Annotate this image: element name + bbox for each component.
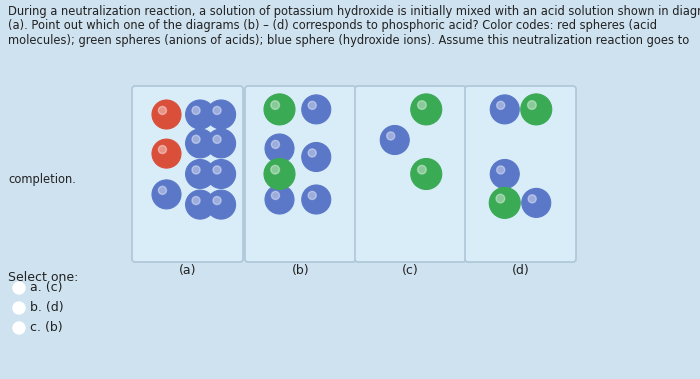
- Circle shape: [521, 94, 552, 125]
- Circle shape: [158, 186, 167, 194]
- Circle shape: [13, 282, 25, 294]
- Circle shape: [265, 185, 294, 214]
- Circle shape: [186, 129, 215, 158]
- Circle shape: [411, 94, 442, 125]
- Circle shape: [265, 134, 294, 163]
- Text: a. (c): a. (c): [30, 282, 62, 294]
- Text: (a). Point out which one of the diagrams (b) – (d) corresponds to phosphoric aci: (a). Point out which one of the diagrams…: [8, 19, 657, 33]
- Circle shape: [264, 158, 295, 190]
- Circle shape: [308, 149, 316, 157]
- Circle shape: [489, 187, 520, 218]
- Circle shape: [272, 191, 279, 199]
- Circle shape: [13, 322, 25, 334]
- Circle shape: [528, 101, 536, 110]
- Circle shape: [528, 195, 536, 203]
- FancyBboxPatch shape: [132, 86, 243, 262]
- Circle shape: [186, 160, 215, 188]
- Circle shape: [206, 190, 236, 219]
- Circle shape: [308, 101, 316, 110]
- Circle shape: [186, 100, 215, 129]
- Circle shape: [13, 302, 25, 314]
- Circle shape: [272, 140, 279, 149]
- Circle shape: [302, 185, 330, 214]
- Circle shape: [213, 135, 221, 143]
- FancyBboxPatch shape: [355, 86, 466, 262]
- Circle shape: [192, 106, 200, 114]
- Text: (c): (c): [402, 264, 419, 277]
- Circle shape: [380, 125, 410, 155]
- Circle shape: [186, 190, 215, 219]
- Circle shape: [496, 194, 505, 203]
- Circle shape: [206, 160, 236, 188]
- Circle shape: [490, 95, 519, 124]
- Circle shape: [264, 94, 295, 125]
- Text: molecules); green spheres (anions of acids); blue sphere (hydroxide ions). Assum: molecules); green spheres (anions of aci…: [8, 34, 690, 47]
- Text: (d): (d): [512, 264, 529, 277]
- Text: Select one:: Select one:: [8, 271, 78, 284]
- Circle shape: [213, 166, 221, 174]
- Circle shape: [152, 139, 181, 168]
- Circle shape: [418, 101, 426, 110]
- Circle shape: [192, 166, 200, 174]
- Text: (b): (b): [292, 264, 309, 277]
- Circle shape: [206, 100, 236, 129]
- Text: b. (d): b. (d): [30, 302, 64, 315]
- Circle shape: [158, 146, 167, 153]
- Circle shape: [213, 196, 221, 205]
- Circle shape: [302, 95, 330, 124]
- FancyBboxPatch shape: [245, 86, 356, 262]
- Circle shape: [308, 191, 316, 199]
- FancyBboxPatch shape: [465, 86, 576, 262]
- Text: c. (b): c. (b): [30, 321, 62, 335]
- Circle shape: [271, 165, 279, 174]
- Circle shape: [213, 106, 221, 114]
- Circle shape: [192, 196, 200, 205]
- Circle shape: [152, 180, 181, 209]
- Text: (a): (a): [178, 264, 196, 277]
- Text: During a neutralization reaction, a solution of potassium hydroxide is initially: During a neutralization reaction, a solu…: [8, 5, 700, 18]
- Circle shape: [386, 132, 395, 140]
- Circle shape: [411, 158, 442, 190]
- Circle shape: [152, 100, 181, 129]
- Circle shape: [302, 143, 330, 172]
- Circle shape: [192, 135, 200, 143]
- Circle shape: [496, 101, 505, 110]
- Circle shape: [158, 106, 167, 114]
- Text: completion.: completion.: [8, 172, 76, 185]
- Circle shape: [271, 101, 279, 110]
- Circle shape: [490, 160, 519, 188]
- Circle shape: [206, 129, 236, 158]
- Circle shape: [522, 188, 551, 218]
- Circle shape: [418, 165, 426, 174]
- Circle shape: [496, 166, 505, 174]
